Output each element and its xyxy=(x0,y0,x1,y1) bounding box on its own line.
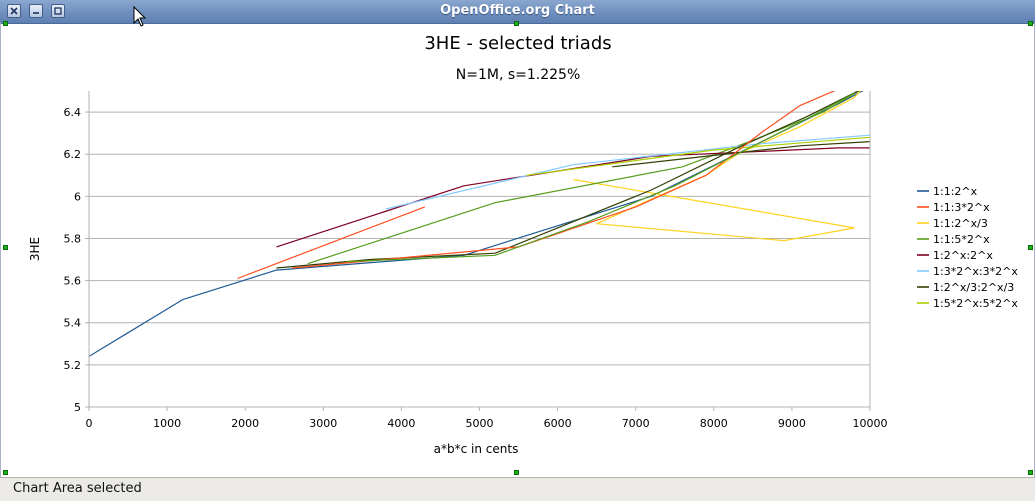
close-button[interactable] xyxy=(7,4,21,18)
y-tick-label: 5.6 xyxy=(64,275,82,288)
legend-label: 1:1:3*2^x xyxy=(933,201,990,214)
x-tick-label: 6000 xyxy=(544,417,572,430)
legend-item[interactable]: 1:1:2^x/3 xyxy=(917,217,988,230)
legend-label: 1:3*2^x:3*2^x xyxy=(933,265,1018,278)
selection-handle-top-right[interactable] xyxy=(1028,21,1033,26)
x-tick-label: 9000 xyxy=(778,417,806,430)
plot-area[interactable] xyxy=(89,91,870,407)
legend-item[interactable]: 1:5*2^x:5*2^x xyxy=(917,297,1018,310)
x-tick-label: 5000 xyxy=(466,417,494,430)
minimize-button[interactable] xyxy=(29,4,43,18)
series-line[interactable] xyxy=(526,136,870,176)
x-tick-label: 7000 xyxy=(622,417,650,430)
series-line[interactable] xyxy=(612,141,870,168)
close-icon xyxy=(10,7,18,15)
y-tick-label: 5.8 xyxy=(64,232,82,245)
chart-subtitle: N=1M, s=1.225% xyxy=(456,67,581,83)
legend-item[interactable]: 1:2^x/3:2^x/3 xyxy=(917,281,1014,294)
legend-item[interactable]: 1:2^x:2^x xyxy=(917,249,993,262)
window-title: OpenOffice.org Chart xyxy=(440,3,595,18)
y-tick-label: 5.4 xyxy=(64,317,82,330)
y-tick-labels: 5 5.2 5.4 5.6 5.8 6 6.2 6.4 xyxy=(64,106,82,414)
series-lines xyxy=(89,89,870,357)
x-tick-label: 2000 xyxy=(231,417,259,430)
window-titlebar[interactable]: OpenOffice.org Chart xyxy=(0,0,1035,27)
legend-label: 1:1:2^x/3 xyxy=(933,217,988,230)
selection-handle-bottom-left[interactable] xyxy=(3,470,8,475)
x-tick-label: 4000 xyxy=(387,417,415,430)
legend-item[interactable]: 1:1:5*2^x xyxy=(917,233,990,246)
y-tick-label: 6.4 xyxy=(64,106,82,119)
selection-handle-middle-left[interactable] xyxy=(3,245,8,250)
selection-handle-top-left[interactable] xyxy=(3,21,8,26)
status-text: Chart Area selected xyxy=(13,481,142,496)
series-line[interactable] xyxy=(237,206,426,280)
selection-handle-top-center[interactable] xyxy=(514,21,519,26)
series-line[interactable] xyxy=(385,134,870,210)
legend-label: 1:1:5*2^x xyxy=(933,233,990,246)
legend-label: 1:5*2^x:5*2^x xyxy=(933,297,1018,310)
x-axis-label: a*b*c in cents xyxy=(434,442,519,456)
y-axis-label: 3HE xyxy=(28,237,42,261)
legend-label: 1:1:2^x xyxy=(933,185,978,198)
x-tick-label: 10000 xyxy=(853,417,888,430)
legend[interactable]: 1:1:2^x 1:1:3*2^x 1:1:2^x/3 1:1:5*2^x 1:2^x:… xyxy=(917,185,1018,310)
maximize-button[interactable] xyxy=(51,4,65,18)
legend-label: 1:2^x:2^x xyxy=(933,249,993,262)
chart-area[interactable]: 3HE - selected triads N=1M, s=1.225% 0 10… xyxy=(1,21,1034,478)
chart-title: 3HE - selected triads xyxy=(424,33,611,54)
series-line[interactable] xyxy=(307,89,863,265)
legend-item[interactable]: 1:1:2^x xyxy=(917,185,978,198)
selection-handle-middle-right[interactable] xyxy=(1028,245,1033,250)
legend-item[interactable]: 1:1:3*2^x xyxy=(917,201,990,214)
maximize-icon xyxy=(54,7,62,15)
legend-label: 1:2^x/3:2^x/3 xyxy=(933,281,1014,294)
selection-handle-bottom-center[interactable] xyxy=(514,470,519,475)
x-tick-label: 0 xyxy=(86,417,93,430)
x-tick-label: 3000 xyxy=(309,417,337,430)
x-tick-labels: 0 1000 2000 3000 4000 5000 6000 7000 8000 9000 100… xyxy=(86,417,888,430)
minimize-icon xyxy=(33,12,39,14)
selection-handle-bottom-right[interactable] xyxy=(1028,470,1033,475)
y-tick-label: 6.2 xyxy=(64,148,82,161)
y-tick-label: 6 xyxy=(74,190,81,203)
mouse-cursor-icon xyxy=(133,6,147,27)
chart-canvas[interactable]: 3HE - selected triads N=1M, s=1.225% 0 10… xyxy=(1,23,1034,478)
window-border-left xyxy=(0,23,1,478)
y-tick-label: 5.2 xyxy=(64,359,82,372)
x-tick-label: 1000 xyxy=(153,417,181,430)
axes xyxy=(88,91,871,408)
legend-item[interactable]: 1:3*2^x:3*2^x xyxy=(917,265,1018,278)
y-tick-label: 5 xyxy=(74,401,81,414)
x-tick-label: 8000 xyxy=(700,417,728,430)
series-line[interactable] xyxy=(346,92,855,263)
status-bar: Chart Area selected xyxy=(0,477,1035,501)
